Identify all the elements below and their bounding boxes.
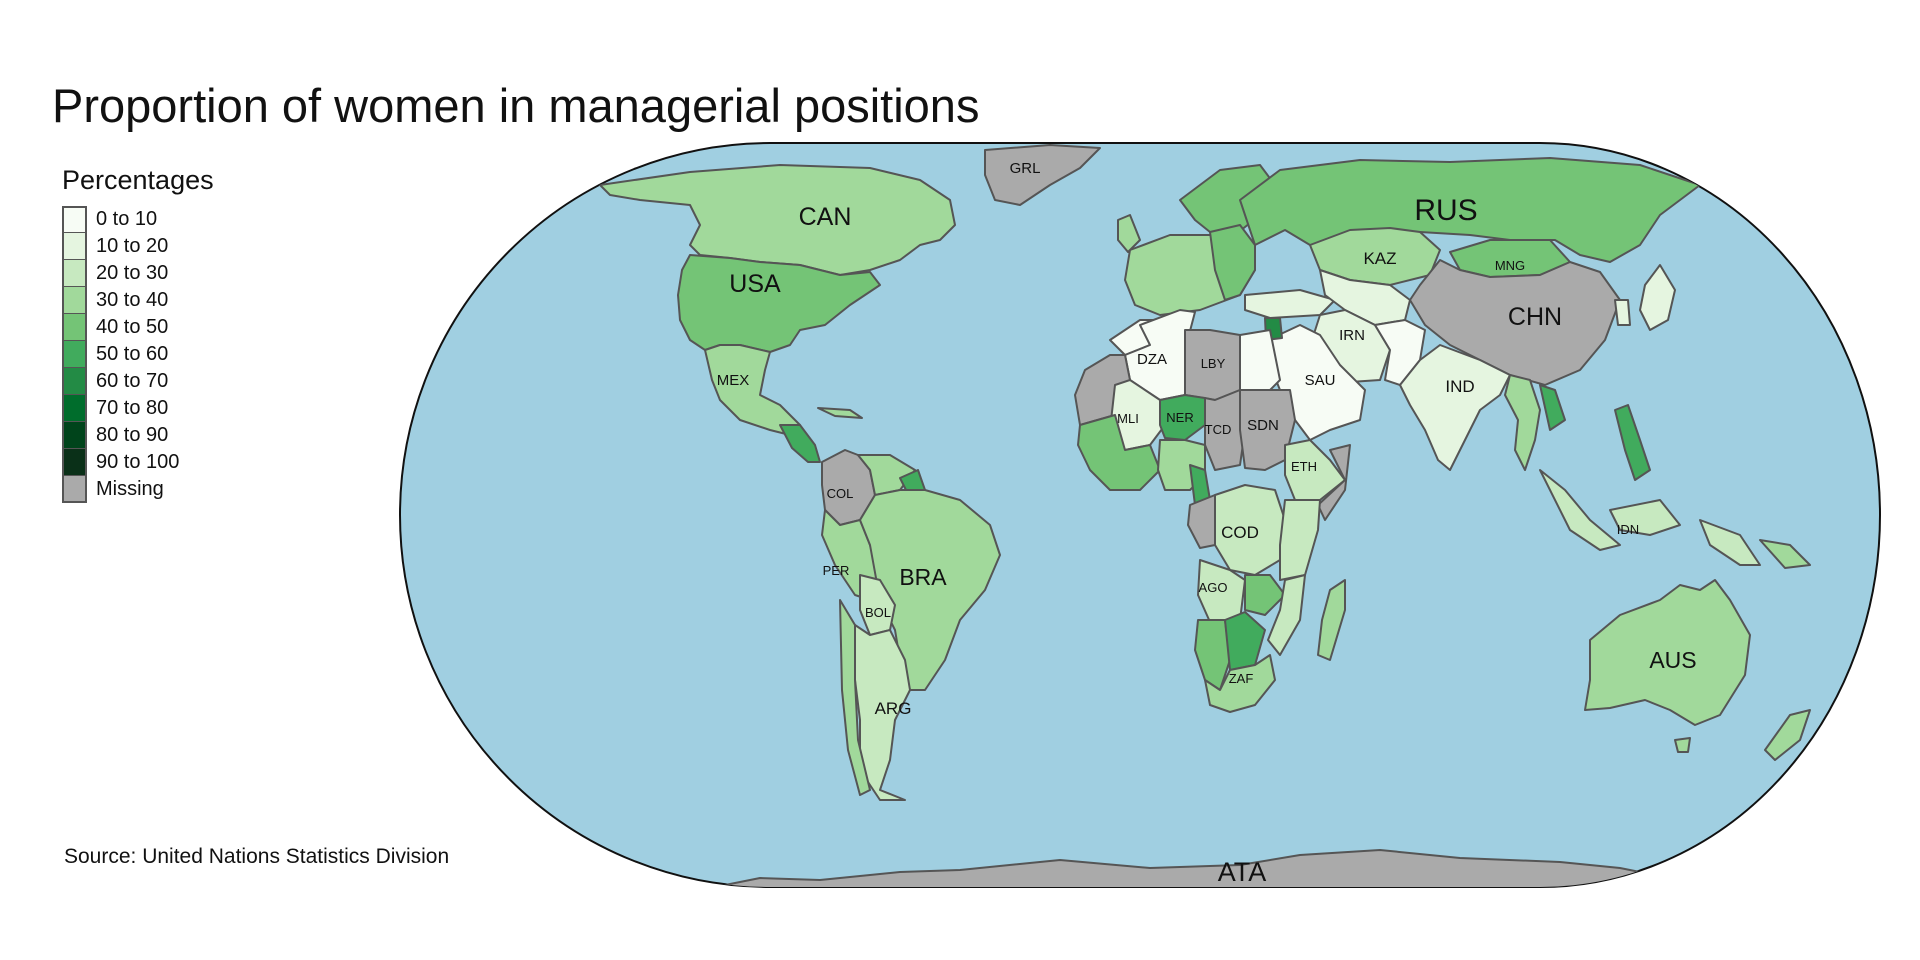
country-uk: [1117, 214, 1141, 253]
legend-swatch: [62, 368, 87, 395]
label-ind: IND: [1445, 377, 1474, 396]
country-zaf: [1204, 654, 1276, 713]
legend-label: 40 to 50: [96, 316, 169, 338]
country-ner: [1159, 394, 1206, 441]
label-ner: NER: [1166, 410, 1193, 425]
legend-label: 70 to 80: [96, 397, 169, 419]
country-idn: [1539, 469, 1761, 566]
country-tas: [1674, 737, 1691, 753]
country-eth: [1284, 439, 1346, 501]
legend-item: 80 to 90: [62, 422, 214, 449]
country-bwa: [1224, 611, 1266, 671]
country-arg: [854, 624, 911, 801]
legend-item: 90 to 100: [62, 449, 214, 476]
label-per: PER: [823, 563, 850, 578]
country-mdg: [1317, 579, 1346, 661]
legend-swatch: [62, 287, 87, 314]
label-lby: LBY: [1201, 356, 1226, 371]
country-phl: [1614, 404, 1651, 481]
label-tcd: TCD: [1205, 422, 1232, 437]
legend-label: 80 to 90: [96, 424, 169, 446]
legend-item: 30 to 40: [62, 287, 214, 314]
country-kor: [1614, 299, 1631, 326]
label-can: CAN: [799, 203, 852, 231]
legend-label: 10 to 20: [96, 235, 169, 257]
label-irn: IRN: [1339, 327, 1365, 344]
country-mmr-tha: [1504, 374, 1541, 471]
label-mex: MEX: [717, 372, 750, 389]
country-cog-gab: [1187, 494, 1216, 549]
label-cod: COD: [1221, 523, 1259, 542]
label-grl: GRL: [1010, 160, 1041, 177]
legend-swatch: [62, 233, 87, 260]
country-moz: [1267, 574, 1306, 656]
label-col: COL: [827, 486, 854, 501]
country-png: [1759, 539, 1811, 569]
label-mli: MLI: [1117, 411, 1139, 426]
legend-label: 60 to 70: [96, 370, 169, 392]
country-usa: [677, 254, 881, 353]
legend-swatch: [62, 422, 87, 449]
country-west-africa: [1077, 414, 1161, 491]
country-ind: [1399, 344, 1511, 471]
legend-swatch: [62, 449, 87, 476]
legend-swatch: [62, 206, 87, 233]
label-aus: AUS: [1649, 647, 1696, 673]
label-bol: BOL: [865, 605, 891, 620]
legend-item: 10 to 20: [62, 233, 214, 260]
legend-item: Missing: [62, 476, 214, 503]
label-sau: SAU: [1305, 372, 1336, 389]
label-idn: IDN: [1617, 522, 1639, 537]
legend-title: Percentages: [62, 165, 214, 195]
legend-label: 0 to 10: [96, 208, 158, 230]
label-usa: USA: [729, 270, 781, 298]
legend-swatch: [62, 476, 87, 503]
legend-label: 90 to 100: [96, 451, 180, 473]
legend-item: 20 to 30: [62, 260, 214, 287]
country-nzl: [1764, 709, 1811, 761]
country-eastern-eu: [1209, 224, 1256, 301]
legend-item: 50 to 60: [62, 341, 214, 368]
label-bra: BRA: [899, 564, 947, 590]
legend-items: 0 to 10 10 to 20 20 to 30 30 to 40 40 to 50 5…: [62, 206, 214, 503]
country-central-am: [779, 424, 821, 463]
country-chl: [839, 599, 871, 796]
legend-swatch: [62, 314, 87, 341]
country-jpn: [1639, 264, 1676, 331]
legend-label: 30 to 40: [96, 289, 169, 311]
legend: Percentages 0 to 10 10 to 20 20 to 30 30 to…: [62, 165, 214, 503]
country-aus: [1584, 579, 1751, 726]
label-ata: ATA: [1218, 857, 1267, 887]
legend-swatch: [62, 341, 87, 368]
label-chn: CHN: [1508, 303, 1562, 331]
country-lao: [1539, 384, 1566, 431]
country-som: [1317, 444, 1351, 521]
label-mng: MNG: [1495, 258, 1525, 273]
legend-label: Missing: [96, 478, 164, 500]
label-arg: ARG: [875, 699, 912, 718]
legend-label: 50 to 60: [96, 343, 169, 365]
legend-label: 20 to 30: [96, 262, 169, 284]
country-mex: [704, 344, 801, 436]
source-note: Source: United Nations Statistics Divisi…: [64, 845, 450, 868]
country-chn: [1409, 259, 1621, 386]
legend-item: 60 to 70: [62, 368, 214, 395]
legend-item: 0 to 10: [62, 206, 214, 233]
map-title: Proportion of women in managerial positi…: [52, 79, 980, 132]
country-grl: [984, 144, 1101, 206]
country-cub: [817, 407, 863, 419]
label-kaz: KAZ: [1363, 249, 1396, 268]
legend-item: 70 to 80: [62, 395, 214, 422]
label-zaf: ZAF: [1229, 671, 1254, 686]
country-zmb: [1244, 574, 1286, 616]
label-eth: ETH: [1291, 459, 1317, 474]
label-dza: DZA: [1137, 351, 1167, 368]
legend-swatch: [62, 395, 87, 422]
label-rus: RUS: [1414, 194, 1477, 227]
legend-swatch: [62, 260, 87, 287]
label-sdn: SDN: [1247, 417, 1279, 434]
label-ago: AGO: [1199, 580, 1228, 595]
legend-item: 40 to 50: [62, 314, 214, 341]
